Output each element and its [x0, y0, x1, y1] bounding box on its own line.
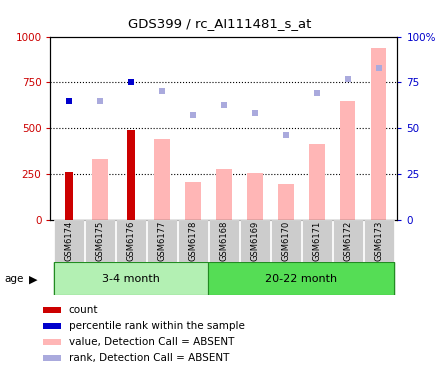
Text: GSM6173: GSM6173: [373, 220, 382, 261]
Bar: [301, 220, 331, 262]
Text: value, Detection Call = ABSENT: value, Detection Call = ABSENT: [68, 337, 233, 347]
Bar: [54, 220, 84, 262]
Point: [251, 111, 258, 116]
Text: 20-22 month: 20-22 month: [265, 273, 336, 284]
Bar: [185, 182, 200, 220]
Bar: [43, 323, 60, 329]
Bar: [370, 48, 385, 220]
Bar: [339, 101, 355, 220]
Text: GSM6175: GSM6175: [95, 221, 104, 261]
Bar: [43, 355, 60, 361]
Text: GSM6168: GSM6168: [219, 220, 228, 261]
Bar: [215, 169, 231, 220]
Text: GSM6170: GSM6170: [281, 221, 290, 261]
Text: GSM6178: GSM6178: [188, 220, 197, 261]
Bar: [208, 262, 393, 295]
Bar: [277, 184, 293, 220]
Bar: [53, 262, 208, 295]
Point: [343, 76, 350, 82]
Bar: [247, 173, 262, 220]
Text: GSM6174: GSM6174: [64, 221, 74, 261]
Bar: [147, 220, 177, 262]
Bar: [363, 220, 393, 262]
Text: GSM6169: GSM6169: [250, 221, 259, 261]
Bar: [240, 220, 269, 262]
Bar: [308, 143, 324, 220]
Bar: [178, 220, 207, 262]
Text: percentile rank within the sample: percentile rank within the sample: [68, 321, 244, 331]
Text: age: age: [4, 274, 24, 284]
Point: [189, 112, 196, 118]
Bar: [116, 220, 145, 262]
Text: GSM6177: GSM6177: [157, 220, 166, 261]
Text: count: count: [68, 305, 98, 315]
Bar: [127, 130, 135, 220]
Bar: [154, 139, 170, 220]
Point: [374, 65, 381, 71]
Text: 3-4 month: 3-4 month: [102, 273, 159, 284]
Bar: [270, 220, 300, 262]
Bar: [43, 307, 60, 313]
Text: GSM6176: GSM6176: [126, 220, 135, 261]
Bar: [43, 339, 60, 345]
Point: [158, 89, 165, 94]
Point: [96, 98, 103, 104]
Text: GDS399 / rc_AI111481_s_at: GDS399 / rc_AI111481_s_at: [127, 17, 311, 30]
Point: [220, 102, 227, 108]
Bar: [332, 220, 362, 262]
Point: [65, 98, 72, 104]
Text: GSM6171: GSM6171: [311, 221, 321, 261]
Text: rank, Detection Call = ABSENT: rank, Detection Call = ABSENT: [68, 353, 229, 363]
Point: [282, 131, 289, 137]
Text: ▶: ▶: [28, 274, 37, 284]
Bar: [92, 159, 107, 220]
Point: [127, 79, 134, 85]
Bar: [85, 220, 115, 262]
Point: [313, 90, 320, 96]
Bar: [208, 220, 238, 262]
Bar: [64, 172, 73, 220]
Text: GSM6172: GSM6172: [343, 221, 351, 261]
